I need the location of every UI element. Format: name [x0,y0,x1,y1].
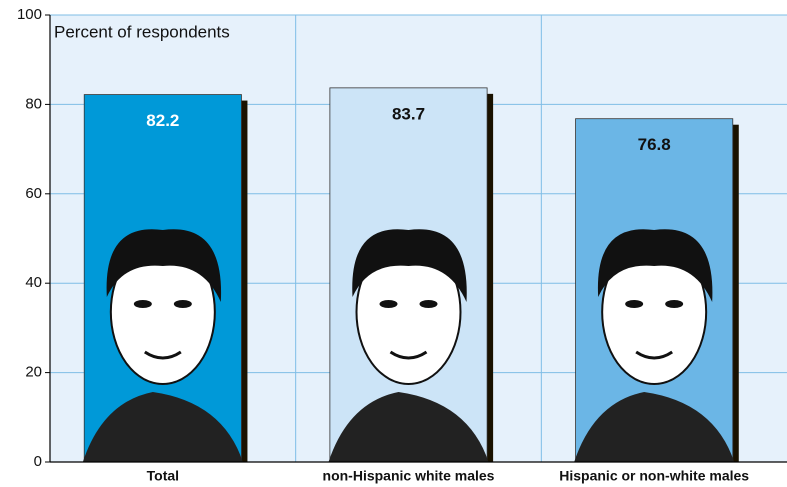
portrait-hair [352,229,467,302]
portrait-hair [597,229,713,302]
y-axis-label: Percent of respondents [54,22,230,41]
x-tick-label: Hispanic or non-white males [559,468,749,484]
portrait-mouth [389,350,428,360]
y-tick-label: 40 [25,274,42,291]
portrait-eye [133,300,152,308]
portrait-shoulders [328,392,489,462]
portrait-shoulders [574,392,735,462]
y-tick-label: 100 [17,6,42,23]
y-tick-label: 20 [25,364,42,381]
portrait-eye [625,300,644,308]
portrait-eye [173,300,192,308]
y-tick-label: 0 [34,453,42,470]
value-label: 83.7 [392,104,425,123]
portrait-mouth [635,350,673,360]
portrait-shoulders [82,392,243,462]
portrait-hair [106,229,222,302]
portrait-mouth [144,350,182,360]
y-tick-label: 60 [25,185,42,202]
portrait-eye [379,300,398,308]
value-label: 76.8 [638,135,671,154]
portrait-eye [665,300,684,308]
x-tick-label: Total [147,468,179,484]
portrait-eye [419,300,438,308]
y-tick-label: 80 [25,95,42,112]
value-label: 82.2 [146,111,179,130]
x-tick-label: non-Hispanic white males [323,468,495,484]
